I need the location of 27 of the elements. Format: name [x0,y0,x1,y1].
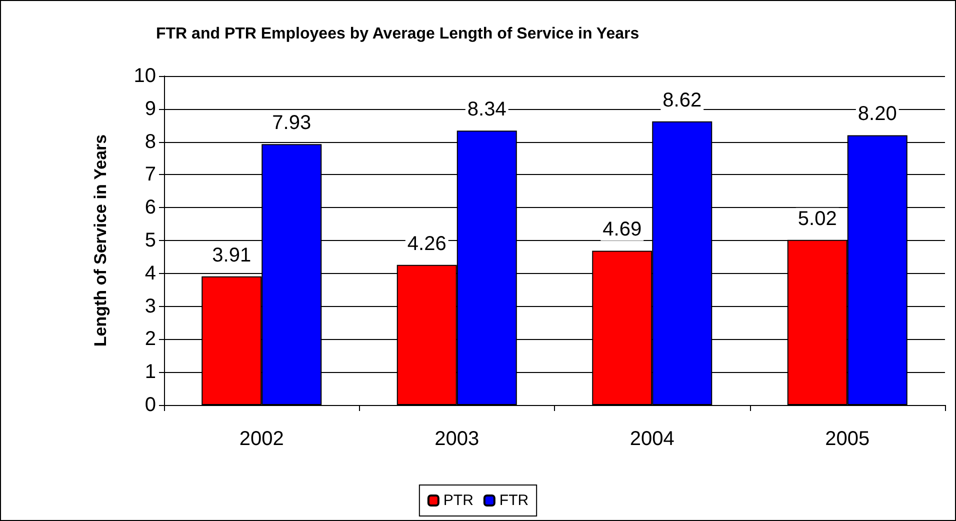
x-tick-label: 2004 [630,428,674,450]
x-tick-label: 2005 [825,428,870,450]
data-label: 8.62 [662,89,702,112]
y-tick-label: 6 [144,196,156,219]
legend-label: PTR [443,492,474,509]
data-label: 5.02 [798,208,837,230]
legend-label: FTR [499,492,529,509]
data-label: 4.26 [407,232,446,255]
y-tick-label: 4 [144,262,156,284]
data-label: 3.91 [212,244,252,266]
x-tick-label: 2003 [434,428,480,450]
y-tick-label: 3 [144,295,156,318]
y-tick-label: 9 [144,98,156,120]
data-label: 7.93 [272,112,312,134]
data-label: 8.20 [858,103,897,126]
chart-title: FTR and PTR Employees by Average Length of Service in Years [156,26,640,42]
y-tick-label: 10 [134,65,156,87]
y-tick-label: 0 [144,394,156,416]
y-tick-label: 2 [144,328,156,350]
y-tick-label: 8 [144,130,156,153]
data-label: 8.34 [467,98,506,121]
x-tick-label: 2002 [239,428,284,450]
y-tick-label: 1 [144,361,156,384]
y-axis-title: Length of Service in Years [91,134,110,347]
data-label: 4.69 [602,218,642,241]
y-tick-label: 5 [144,230,156,252]
y-tick-label: 7 [144,164,156,186]
